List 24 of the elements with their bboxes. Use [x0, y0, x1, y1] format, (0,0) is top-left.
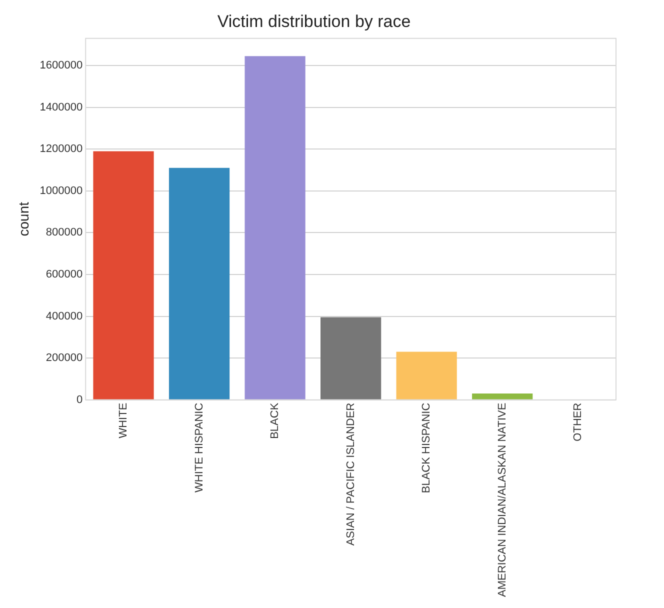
- x-tick-label: OTHER: [572, 402, 584, 442]
- bar: [396, 352, 457, 400]
- y-tick-label: 800000: [46, 226, 83, 239]
- bar: [244, 56, 306, 400]
- x-tick-label: WHITE HISPANIC: [193, 402, 206, 492]
- y-tick-label: 400000: [46, 310, 83, 322]
- x-tick-label: ASIAN / PACIFIC ISLANDER: [344, 402, 357, 546]
- bar: [93, 151, 154, 400]
- y-tick-label: 1200000: [40, 143, 83, 156]
- y-tick-label: 0: [76, 394, 83, 406]
- x-tick-label: AMERICAN INDIAN/ALASKAN NATIVE: [496, 402, 508, 597]
- chart-title: Victim distribution by race: [217, 12, 411, 31]
- y-tick-label: 200000: [46, 352, 83, 364]
- bar: [472, 394, 533, 400]
- y-tick-label: 1400000: [40, 101, 83, 114]
- y-axis-title: count: [15, 202, 32, 236]
- y-tick-label: 600000: [46, 268, 83, 281]
- bar: [168, 168, 230, 400]
- x-tick-label: BLACK HISPANIC: [420, 402, 433, 494]
- x-tick-label: WHITE: [118, 402, 130, 438]
- x-tick-label: BLACK: [269, 402, 282, 439]
- y-tick-label: 1000000: [40, 184, 83, 197]
- y-tick-label: 1600000: [40, 60, 83, 72]
- bar: [320, 317, 382, 400]
